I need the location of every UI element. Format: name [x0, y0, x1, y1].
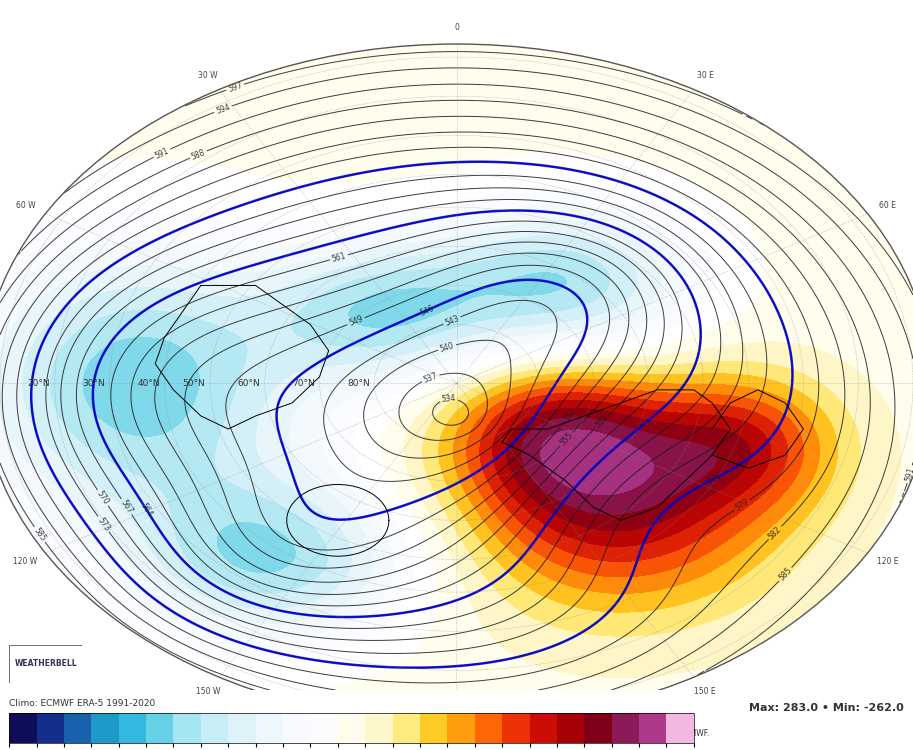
Text: 70°N: 70°N: [292, 379, 315, 388]
Text: 150 E: 150 E: [695, 687, 716, 696]
Text: 0: 0: [454, 23, 459, 32]
Text: 120 E: 120 E: [876, 556, 898, 566]
Text: 540: 540: [439, 341, 456, 354]
Text: 591: 591: [904, 466, 913, 482]
Text: 594: 594: [215, 103, 231, 116]
Text: Max: 283.0 • Min: -262.0: Max: 283.0 • Min: -262.0: [750, 703, 904, 713]
Text: 585: 585: [32, 526, 47, 543]
Text: 561: 561: [331, 251, 347, 263]
Text: 570: 570: [95, 490, 110, 506]
Text: 30 E: 30 E: [697, 70, 714, 80]
Text: 180: 180: [449, 734, 464, 743]
Text: 591: 591: [153, 146, 171, 160]
Text: 546: 546: [418, 303, 436, 317]
Text: 576: 576: [706, 471, 723, 486]
Text: 582: 582: [767, 524, 783, 542]
Text: 50°N: 50°N: [183, 379, 205, 388]
Text: 543: 543: [444, 314, 460, 328]
Text: 120 W: 120 W: [14, 556, 37, 566]
Text: 40°N: 40°N: [137, 379, 160, 388]
Text: 552: 552: [562, 406, 579, 424]
Text: 537: 537: [422, 371, 439, 385]
Text: Hour: 240 • Valid: 00z Fri 16 Feb 2024: Hour: 240 • Valid: 00z Fri 16 Feb 2024: [609, 12, 895, 26]
Text: 20°N: 20°N: [27, 379, 50, 388]
Text: 555: 555: [559, 430, 575, 448]
Text: 573: 573: [96, 515, 111, 532]
Text: 30°N: 30°N: [82, 379, 105, 388]
Text: 579: 579: [733, 497, 750, 513]
Text: 80°N: 80°N: [347, 379, 370, 388]
Text: WEATHERBELL: WEATHERBELL: [15, 659, 77, 668]
Text: 585: 585: [777, 566, 793, 583]
Text: 564: 564: [139, 501, 154, 518]
Text: 150 W: 150 W: [195, 687, 220, 696]
Text: ECMWF Ens [M] 0.5° Init 00z 6 Feb 2024 • 500mb Height (dam) and Anomaly (m): ECMWF Ens [M] 0.5° Init 00z 6 Feb 2024 •…: [18, 12, 622, 26]
Text: 549: 549: [348, 314, 364, 328]
Text: 534: 534: [441, 394, 456, 404]
Text: 60°N: 60°N: [237, 379, 260, 388]
Text: 60 W: 60 W: [16, 201, 36, 210]
Text: Climo: ECMWF ERA-5 1991-2020: Climo: ECMWF ERA-5 1991-2020: [9, 699, 155, 708]
Text: 588: 588: [190, 148, 207, 161]
Text: 30 W: 30 W: [198, 70, 217, 80]
Text: 558: 558: [593, 413, 611, 430]
Text: 60 E: 60 E: [879, 201, 896, 210]
Text: 597: 597: [226, 80, 244, 94]
Text: © 2024 European Centre for Medium-Range Weather Forecasts (ECMWF). This service : © 2024 European Centre for Medium-Range …: [204, 729, 709, 738]
Text: 567: 567: [119, 498, 134, 515]
